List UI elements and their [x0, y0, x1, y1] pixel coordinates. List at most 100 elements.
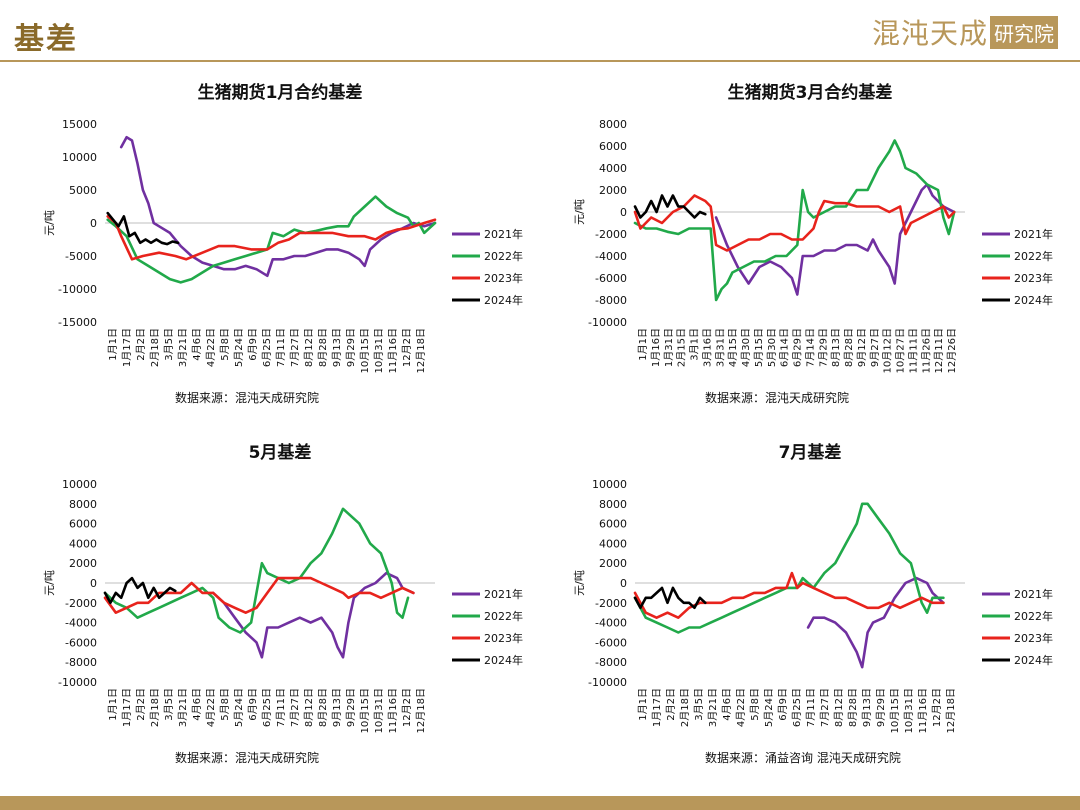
x-tick-label: 8月28日 [317, 328, 329, 367]
x-tick-label: 1月17日 [651, 688, 663, 727]
x-tick-label: 7月27日 [819, 688, 831, 727]
legend-label: 2024年 [484, 293, 523, 307]
x-tick-label: 12月2日 [401, 328, 413, 367]
x-tick-label: 6月29日 [792, 328, 804, 367]
x-tick-label: 8月28日 [847, 688, 859, 727]
x-tick-label: 11月16日 [917, 688, 929, 733]
series-line-3 [106, 211, 180, 246]
chart-panel-may: 5月基差 10000 8000 6000 4000 2000 0 -2000 -4000 -600… [10, 432, 530, 782]
x-tick-label: 3月1日 [689, 328, 701, 361]
x-tick-label: 7月11日 [275, 688, 287, 727]
source-note: 数据来源：混沌天成研究院 [705, 390, 849, 405]
x-tick-label: 4月22日 [735, 688, 747, 727]
x-tick-label: 5月24日 [233, 688, 245, 727]
y-tick-label: -6000 [595, 636, 627, 649]
legend-label: 2021年 [484, 587, 523, 601]
x-tick-label: 3月5日 [163, 328, 175, 361]
series-line-2 [106, 215, 437, 261]
y-tick-label: -10000 [58, 676, 97, 689]
y-tick-label: -4000 [65, 617, 97, 630]
x-tick-label: 2月18日 [149, 688, 161, 727]
footer-bar [0, 796, 1080, 810]
chart-svg: 生猪期货1月合约基差 15000 10000 5000 0 -5000 -10000 -150… [43, 82, 523, 405]
y-tick-label: 0 [90, 217, 97, 230]
x-tick-label: 3月21日 [707, 688, 719, 727]
y-tick-label: 2000 [599, 184, 627, 197]
chart-title: 生猪期货1月合约基差 [198, 82, 363, 103]
x-tick-label: 6月14日 [779, 328, 791, 367]
x-tick-label: 9月29日 [875, 688, 887, 727]
y-tick-label: 5000 [69, 184, 97, 197]
x-tick-label: 3月21日 [177, 328, 189, 367]
series-line-1 [633, 502, 945, 634]
y-tick-label: -8000 [595, 656, 627, 669]
y-tick-label: 6000 [599, 518, 627, 531]
legend-label: 2023年 [484, 631, 523, 645]
source-note: 数据来源：涌益咨询 混沌天成研究院 [705, 750, 901, 765]
x-tick-label: 12月2日 [931, 688, 943, 727]
y-tick-label: -6000 [65, 636, 97, 649]
y-tick-label: -4000 [595, 250, 627, 263]
x-tick-label: 4月6日 [721, 688, 733, 721]
x-tick-label: 9月12日 [856, 328, 868, 367]
y-tick-label: 4000 [599, 537, 627, 550]
x-tick-label: 4月15日 [727, 328, 739, 367]
legend-label: 2024年 [1014, 293, 1053, 307]
y-tick-label: -2000 [595, 228, 627, 241]
y-tick-label: -10000 [58, 283, 97, 296]
x-tick-label: 11月16日 [387, 688, 399, 733]
x-tick-label: 9月27日 [869, 328, 881, 367]
x-tick-label: 9月13日 [331, 328, 343, 367]
x-tick-label: 3月21日 [177, 688, 189, 727]
source-note: 数据来源：混沌天成研究院 [175, 390, 319, 405]
y-tick-label: -2000 [595, 597, 627, 610]
source-note: 数据来源：混沌天成研究院 [175, 750, 319, 765]
x-tick-label: 5月24日 [233, 328, 245, 367]
x-tick-label: 11月11日 [907, 328, 919, 373]
brand-logo: 混沌天成 研究院 [872, 14, 1058, 50]
x-tick-label: 9月29日 [345, 328, 357, 367]
x-tick-label: 1月1日 [637, 688, 649, 721]
series-line-3 [633, 586, 707, 610]
y-axis-label: 元/吨 [573, 570, 586, 596]
x-tick-label: 12月26日 [946, 328, 958, 373]
x-tick-label: 8月13日 [830, 328, 842, 367]
x-tick-label: 4月6日 [191, 328, 203, 361]
header-divider [0, 60, 1080, 62]
y-axis-label: 元/吨 [43, 210, 56, 236]
legend-label: 2021年 [484, 227, 523, 241]
series-line-1 [633, 139, 956, 302]
series-line-3 [103, 576, 177, 605]
y-tick-label: 2000 [599, 557, 627, 570]
y-tick-label: 0 [620, 577, 627, 590]
x-tick-label: 6月9日 [247, 688, 259, 721]
x-tick-label: 10月12日 [882, 328, 894, 373]
y-tick-label: 10000 [62, 478, 97, 491]
x-tick-label: 12月11日 [933, 328, 945, 373]
x-tick-label: 12月18日 [415, 688, 427, 733]
x-tick-label: 5月30日 [766, 328, 778, 367]
logo-text: 混沌天成 [871, 17, 988, 50]
x-tick-label: 7月11日 [805, 688, 817, 727]
chart-panel-jul: 7月基差 10000 8000 6000 4000 2000 0 -2000 -4000 -600… [540, 432, 1060, 782]
y-tick-label: 6000 [69, 518, 97, 531]
x-tick-label: 9月13日 [861, 688, 873, 727]
y-tick-label: 4000 [69, 537, 97, 550]
legend-label: 2021年 [1014, 587, 1053, 601]
x-tick-label: 1月17日 [121, 688, 133, 727]
legend-label: 2022年 [484, 249, 523, 263]
legend-label: 2024年 [1014, 653, 1053, 667]
y-tick-label: -10000 [588, 676, 627, 689]
legend-label: 2022年 [484, 609, 523, 623]
y-tick-label: -4000 [595, 617, 627, 630]
x-tick-label: 1月1日 [107, 688, 119, 721]
series-line-1 [106, 195, 437, 284]
x-tick-label: 2月15日 [676, 328, 688, 367]
x-tick-label: 10月31日 [373, 688, 385, 733]
x-tick-label: 1月31日 [663, 328, 675, 367]
y-tick-label: 8000 [599, 118, 627, 131]
y-axis-label: 元/吨 [43, 570, 56, 596]
x-tick-label: 10月31日 [373, 328, 385, 373]
chart-svg: 7月基差 10000 8000 6000 4000 2000 0 -2000 -4000 -600… [573, 442, 1053, 765]
x-tick-label: 1月1日 [637, 328, 649, 361]
